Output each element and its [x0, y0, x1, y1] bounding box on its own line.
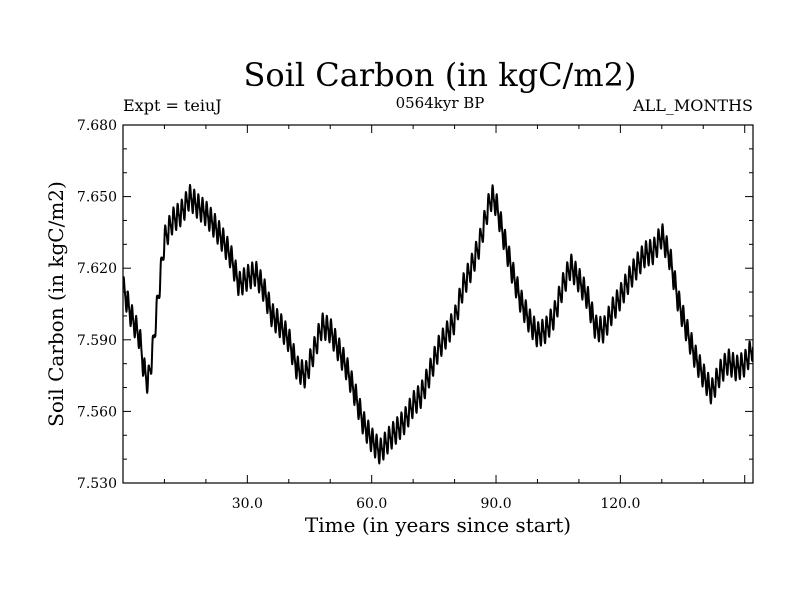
axis-ticks: [123, 124, 753, 484]
x-tick-label: 120.0: [600, 496, 640, 512]
y-tick-label: 7.680: [77, 118, 117, 134]
y-tick-label: 7.560: [77, 404, 117, 420]
plot-frame: [122, 124, 754, 484]
y-tick-label: 7.650: [77, 190, 117, 206]
soil-carbon-series-line: [123, 183, 753, 465]
x-axis-label: Time (in years since start): [305, 513, 571, 537]
chart-title: Soil Carbon (in kgC/m2): [243, 56, 636, 94]
chart-subtitle: 0564kyr BP: [396, 94, 485, 112]
x-tick-label: 60.0: [356, 496, 387, 512]
data-series: [123, 183, 753, 465]
y-tick-label: 7.620: [77, 261, 117, 277]
x-tick-label: 90.0: [480, 496, 511, 512]
experiment-label: Expt = teiuJ: [123, 96, 222, 115]
months-label: ALL_MONTHS: [632, 96, 753, 115]
x-tick-label: 30.0: [232, 496, 263, 512]
axis-tick-labels: 7.530 7.560 7.590 7.620 7.650 7.680 30.0 60.0 90…: [77, 118, 641, 512]
y-axis-label: Soil Carbon (in kgC/m2): [44, 181, 68, 427]
y-tick-label: 7.590: [77, 333, 117, 349]
y-tick-label: 7.530: [77, 476, 117, 492]
